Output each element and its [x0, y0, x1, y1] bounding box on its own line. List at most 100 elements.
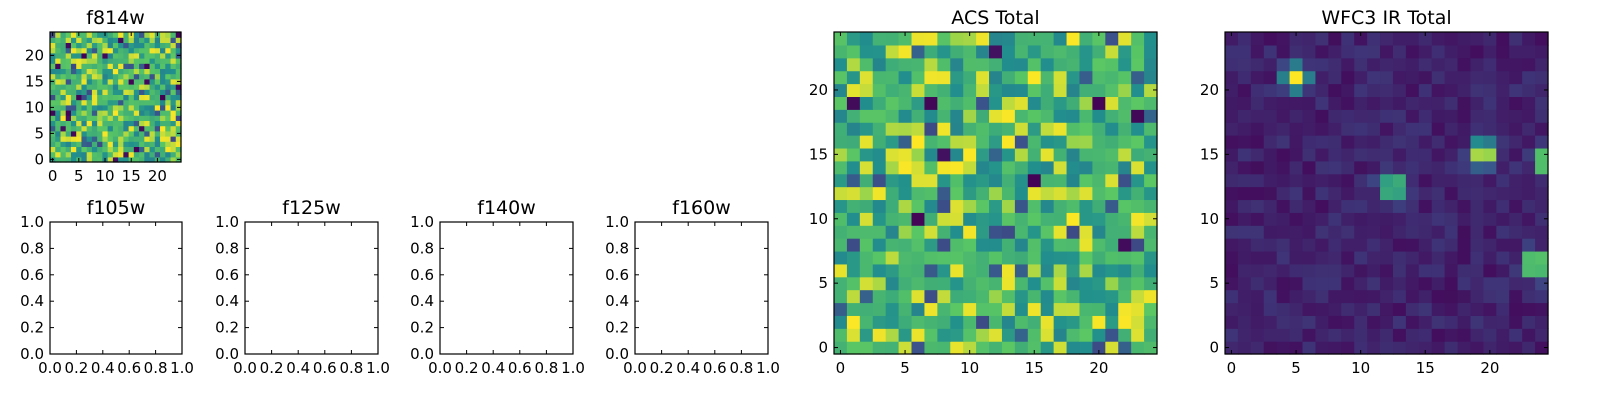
x-tick-label: 0.6	[508, 359, 532, 377]
heatmap-cell	[1289, 238, 1304, 252]
heatmap-cell	[128, 99, 135, 106]
heatmap-cell	[1354, 109, 1368, 123]
heatmap-cell	[859, 302, 874, 316]
heatmap-cell	[1367, 44, 1381, 59]
heatmap-cell	[86, 78, 93, 85]
heatmap-cell	[1367, 173, 1381, 188]
heatmap-cell	[976, 32, 990, 46]
heatmap-cell	[60, 42, 67, 49]
heatmap-cell	[60, 37, 67, 43]
heatmap-cell	[76, 141, 83, 147]
heatmap-cell	[1225, 341, 1239, 355]
x-tick-label: 20	[1480, 359, 1499, 377]
heatmap-cell	[1341, 96, 1355, 110]
heatmap-cell	[1315, 160, 1329, 175]
heatmap-cell	[112, 68, 119, 75]
heatmap-cell	[1470, 70, 1484, 85]
heatmap-cell	[950, 341, 964, 355]
heatmap-cell	[55, 73, 62, 80]
y-tick-label: 0.4	[20, 292, 44, 310]
heatmap-cell	[144, 52, 151, 59]
heatmap-cell	[118, 32, 124, 38]
heatmap-cell	[1053, 238, 1068, 252]
heatmap-cell	[1509, 328, 1523, 342]
heatmap-cell	[123, 151, 130, 158]
heatmap-cell	[1040, 147, 1055, 162]
heatmap-cell	[112, 99, 119, 106]
x-tick-label: 1.0	[170, 359, 194, 377]
panel-title: f160w	[672, 197, 731, 219]
heatmap-cell	[149, 94, 156, 101]
heatmap-cell	[976, 70, 990, 85]
y-tick-label: 0.6	[410, 266, 434, 284]
y-tick-label: 10	[809, 210, 828, 228]
heatmap-cell	[139, 58, 145, 64]
heatmap-cell	[1263, 289, 1278, 304]
heatmap-cell	[1066, 83, 1081, 97]
heatmap-cell	[1444, 44, 1459, 59]
heatmap-cell	[1237, 238, 1252, 252]
heatmap-cell	[924, 135, 938, 149]
heatmap-cell	[112, 94, 119, 101]
heatmap-cell	[1457, 250, 1472, 265]
heatmap-cell	[1380, 289, 1394, 304]
heatmap-cell	[1496, 289, 1510, 304]
heatmap-cell	[1118, 315, 1132, 329]
heatmap-cell	[149, 68, 156, 75]
heatmap-cell	[1405, 57, 1420, 72]
heatmap-cell	[1040, 289, 1055, 304]
heatmap-cell	[118, 110, 124, 116]
heatmap-cell	[859, 315, 874, 329]
y-tick-label: 20	[1200, 81, 1219, 99]
heatmap-cell	[1315, 122, 1329, 136]
heatmap-cell	[154, 110, 161, 116]
heatmap-cell	[1066, 302, 1081, 316]
heatmap-cell	[924, 263, 938, 278]
heatmap-cell	[154, 104, 161, 111]
heatmap-cell	[1027, 341, 1042, 355]
heatmap-cell	[118, 136, 124, 142]
heatmap-cell	[1225, 302, 1239, 316]
heatmap-cell	[1263, 83, 1278, 97]
heatmap-cell	[128, 146, 135, 153]
heatmap-cell	[76, 94, 83, 101]
heatmap-cell	[1405, 135, 1420, 149]
heatmap-cell	[1328, 83, 1342, 97]
heatmap-cell	[1118, 57, 1132, 72]
heatmap-cell	[1431, 186, 1446, 201]
heatmap-cell	[911, 122, 926, 136]
heatmap-cell	[1105, 44, 1119, 59]
heatmap-cell	[1380, 341, 1394, 355]
heatmap-cell	[60, 52, 67, 59]
heatmap-cell	[1144, 302, 1158, 316]
heatmap-cell	[1354, 328, 1368, 342]
heatmap-cell	[989, 238, 1003, 252]
heatmap-cell	[834, 225, 848, 239]
heatmap-cell	[1367, 70, 1381, 85]
heatmap-cell	[1341, 263, 1355, 278]
heatmap-cell	[1027, 276, 1042, 291]
heatmap-cell	[1131, 238, 1145, 252]
heatmap-cell	[81, 156, 88, 163]
heatmap-cell	[1027, 250, 1042, 265]
heatmap-cell	[937, 289, 951, 304]
heatmap-cell	[1040, 263, 1055, 278]
heatmap-cell	[1144, 315, 1158, 329]
heatmap-cell	[1405, 250, 1420, 265]
heatmap-cell	[1276, 199, 1291, 213]
heatmap-cell	[898, 250, 913, 265]
heatmap-cell	[1053, 199, 1068, 213]
heatmap-cell	[1470, 122, 1484, 136]
heatmap-cell	[1341, 302, 1355, 316]
heatmap-cell	[1354, 238, 1368, 252]
heatmap-cell	[1105, 250, 1119, 265]
heatmap-cell	[1483, 225, 1497, 239]
heatmap-cell	[70, 42, 77, 49]
heatmap-cell	[1040, 199, 1055, 213]
heatmap-cell	[112, 84, 119, 90]
heatmap-cell	[160, 120, 166, 127]
heatmap-cell	[1237, 225, 1252, 239]
heatmap-cell	[1263, 32, 1278, 46]
heatmap-cell	[1302, 96, 1317, 110]
heatmap-cell	[1053, 122, 1068, 136]
